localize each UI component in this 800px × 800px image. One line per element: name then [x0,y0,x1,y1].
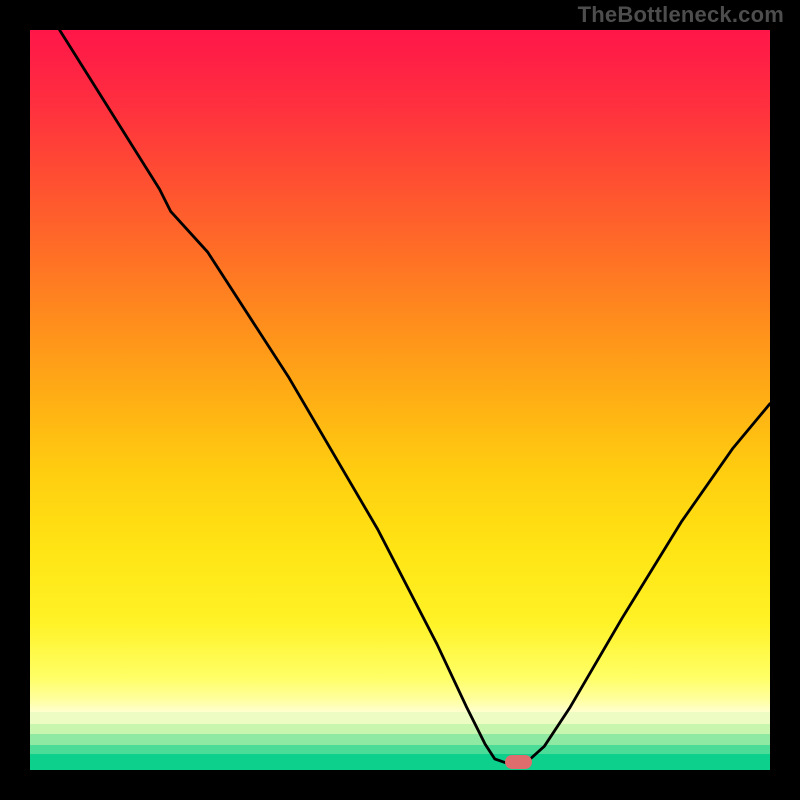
bottleneck-curve [60,30,770,763]
chart-frame: TheBottleneck.com [0,0,800,800]
curve-layer [30,30,770,770]
plot-area [30,30,770,770]
optimal-marker [505,755,532,768]
attribution-label: TheBottleneck.com [578,2,784,28]
